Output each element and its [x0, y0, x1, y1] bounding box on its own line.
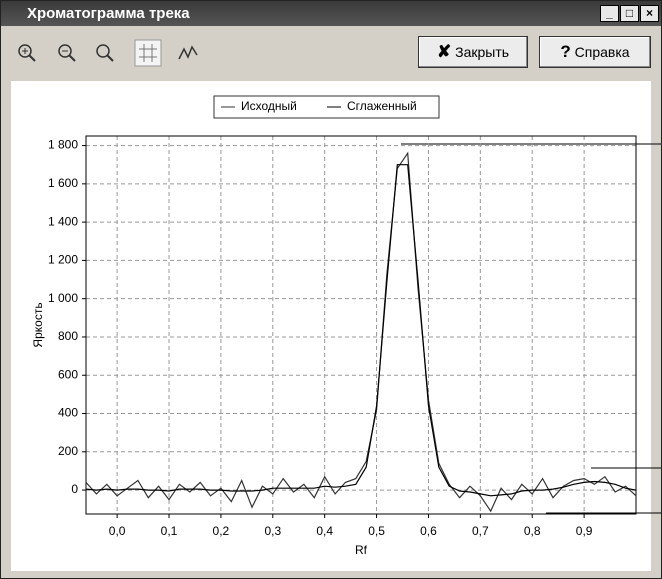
plot-frame	[85, 135, 637, 515]
window-title: Хроматограмма трека	[27, 5, 190, 22]
y-tick-label: 1 800	[48, 138, 78, 152]
close-label: Закрыть	[455, 44, 510, 60]
x-tick-label: 0,3	[264, 524, 281, 538]
y-tick-label: 800	[58, 329, 78, 343]
x-axis-label: Rf	[355, 543, 368, 557]
title-bar: Хроматограмма трека _ □ ×	[1, 1, 661, 26]
x-tick-label: 0,7	[472, 524, 489, 538]
y-tick-label: 600	[58, 367, 78, 381]
smooth-toggle[interactable]	[178, 45, 198, 60]
x-tick-label: 0,6	[420, 524, 437, 538]
grid-toggle[interactable]	[134, 39, 162, 67]
toolbar	[18, 39, 198, 67]
y-tick-label: 1 600	[48, 176, 78, 190]
minimize[interactable]: _	[600, 5, 619, 22]
legend-label: Сглаженный	[347, 99, 417, 113]
y-tick-label: 400	[58, 406, 78, 420]
help-label: Справка	[574, 44, 630, 60]
series-line	[85, 164, 637, 497]
x-tick-label: 0,1	[161, 524, 178, 538]
help-button[interactable]: ? Справка	[539, 36, 651, 68]
y-tick-label: 1 400	[48, 214, 78, 228]
y-tick-label: 1 000	[48, 291, 78, 305]
legend-label: Исходный	[241, 99, 297, 113]
x-tick-label: 0,4	[316, 524, 333, 538]
x-tick-label: 0,2	[213, 524, 230, 538]
zoom-reset[interactable]	[96, 44, 114, 62]
legend-box	[213, 95, 440, 119]
close-button[interactable]: ✘ Закрыть	[418, 36, 528, 68]
zoom-out[interactable]	[58, 44, 76, 62]
y-tick-label: 200	[58, 444, 78, 458]
x-tick-label: 0,0	[109, 524, 126, 538]
y-tick-label: 0	[71, 482, 78, 496]
series-line	[85, 151, 637, 513]
close-x[interactable]: ×	[640, 5, 659, 22]
zoom-in[interactable]	[18, 44, 36, 62]
maximize[interactable]: □	[620, 5, 639, 22]
x-tick-label: 0,9	[576, 524, 593, 538]
y-tick-label: 1 200	[48, 253, 78, 267]
x-tick-label: 0,8	[524, 524, 541, 538]
y-axis-label: Яркость	[31, 302, 45, 347]
x-tick-label: 0,5	[368, 524, 385, 538]
chart-background	[11, 81, 651, 571]
